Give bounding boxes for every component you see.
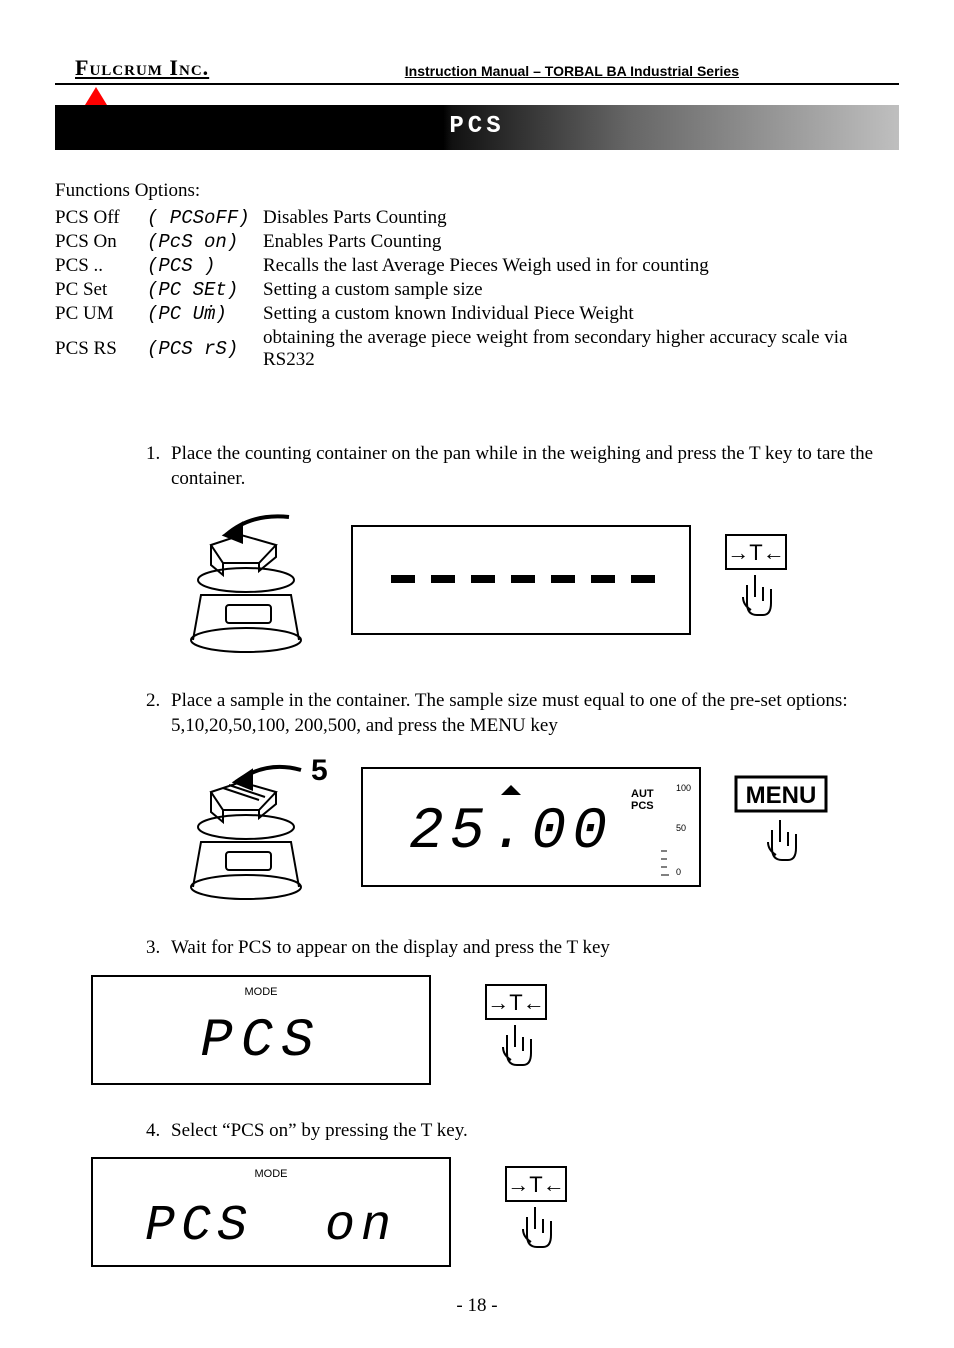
functions-options-title: Functions Options:	[55, 180, 899, 202]
display-mode-label: MODE	[245, 986, 278, 998]
tare-label: →T←	[487, 990, 544, 1015]
display-weight: 25.00 AUT PCS 100 50 0	[361, 767, 701, 895]
step-text: Place the counting container on the pan …	[171, 443, 873, 489]
opt-desc: Enables Parts Counting	[263, 230, 899, 254]
scale-with-sample-icon: 5	[171, 752, 331, 910]
step-1: Place the counting container on the pan …	[165, 442, 899, 663]
opt-code: (PC SEt)	[147, 278, 263, 302]
opt-code: (PC Uṁ)	[147, 302, 263, 326]
opt-name: PC UM	[55, 302, 147, 326]
page-number: - 18 -	[55, 1295, 899, 1317]
tare-button-press-icon: →T←	[481, 980, 551, 1088]
opt-name: PC Set	[55, 278, 147, 302]
step-3: Wait for PCS to appear on the display an…	[165, 936, 899, 1092]
functions-options-table: PCS Off( PCSoFF)Disables Parts Counting …	[55, 206, 899, 372]
tare-label: →T←	[507, 1172, 564, 1197]
display-aut: AUT	[631, 788, 654, 800]
sample-count-label: 5	[311, 754, 328, 787]
manual-title: Instruction Manual – TORBAL BA Industria…	[405, 63, 899, 83]
opt-desc: Setting a custom known Individual Piece …	[263, 302, 899, 326]
table-row: PCS RS(PCS rS)obtaining the average piec…	[55, 326, 899, 372]
page-header: Fulcrum Inc. Instruction Manual – TORBAL…	[55, 55, 899, 85]
display-text: PCS on	[145, 1198, 397, 1255]
tare-button-press-icon: →T←	[501, 1162, 571, 1270]
scale-mark-0: 0	[676, 867, 681, 877]
opt-desc: Setting a custom sample size	[263, 278, 899, 302]
opt-code: (PcS on)	[147, 230, 263, 254]
opt-name: PCS Off	[55, 206, 147, 230]
company-name: Fulcrum Inc.	[55, 55, 209, 83]
step-3-figure: MODE PCS →T←	[91, 975, 899, 1093]
menu-button-press-icon: MENU	[731, 772, 831, 890]
opt-desc: Recalls the last Average Pieces Weigh us…	[263, 254, 899, 278]
steps-list: Place the counting container on the pan …	[55, 442, 899, 1275]
table-row: PCS Off( PCSoFF)Disables Parts Counting	[55, 206, 899, 230]
step-2-figure: 5	[171, 752, 899, 910]
display-mode-label: MODE	[255, 1168, 288, 1180]
table-row: PC UM(PC Uṁ)Setting a custom known Indiv…	[55, 302, 899, 326]
opt-name: PCS ..	[55, 254, 147, 278]
opt-name: PCS RS	[55, 326, 147, 372]
section-banner: PCS	[55, 105, 899, 150]
tare-button-press-icon: →T←	[721, 530, 791, 638]
table-row: PCS On(PcS on)Enables Parts Counting	[55, 230, 899, 254]
step-4: Select “PCS on” by pressing the T key. M…	[165, 1119, 899, 1275]
step-text: Wait for PCS to appear on the display an…	[171, 937, 610, 958]
scale-with-container-icon	[171, 505, 321, 663]
opt-desc: obtaining the average piece weight from …	[263, 326, 899, 372]
menu-label: MENU	[746, 782, 817, 809]
display-pcs-mode: MODE PCS	[91, 975, 431, 1093]
display-value: 25.00	[409, 800, 613, 865]
opt-code: (PCS )	[147, 254, 263, 278]
scale-mark-100: 100	[676, 783, 691, 793]
display-dashes	[351, 525, 691, 643]
display-pcs-on: MODE PCS on	[91, 1157, 451, 1275]
step-1-figure: →T←	[171, 505, 899, 663]
opt-desc: Disables Parts Counting	[263, 206, 899, 230]
display-pcs: PCS	[631, 800, 654, 812]
opt-name: PCS On	[55, 230, 147, 254]
tare-label: →T←	[727, 540, 784, 565]
header-triangle-icon	[55, 87, 899, 105]
step-text: Place a sample in the container. The sam…	[171, 690, 848, 736]
opt-code: ( PCSoFF)	[147, 206, 263, 230]
opt-code: (PCS rS)	[147, 326, 263, 372]
display-text: PCS	[200, 1011, 321, 1072]
table-row: PC Set(PC SEt)Setting a custom sample si…	[55, 278, 899, 302]
scale-mark-50: 50	[676, 823, 686, 833]
step-2: Place a sample in the container. The sam…	[165, 689, 899, 910]
step-4-figure: MODE PCS on →T←	[91, 1157, 899, 1275]
step-text: Select “PCS on” by pressing the T key.	[171, 1120, 468, 1141]
table-row: PCS ..(PCS )Recalls the last Average Pie…	[55, 254, 899, 278]
